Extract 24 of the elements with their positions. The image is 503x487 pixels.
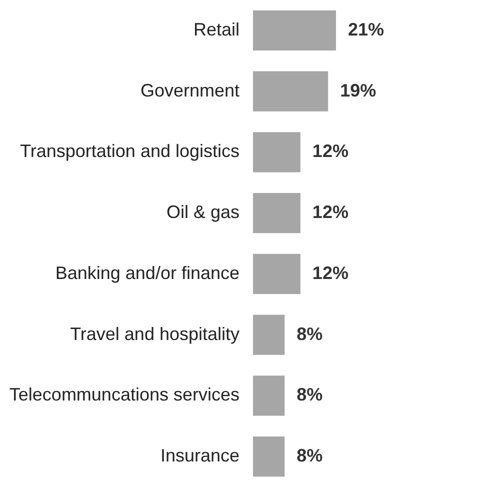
data-label: 8% — [296, 446, 323, 466]
data-label: 8% — [296, 384, 323, 405]
data-label: 21% — [348, 19, 384, 40]
bar — [253, 314, 285, 355]
bar — [253, 192, 300, 234]
bar — [253, 71, 328, 112]
y-tick-label: Banking and/or finance — [55, 262, 240, 283]
bar — [253, 376, 285, 416]
y-tick-label: Government — [140, 80, 240, 100]
bar — [253, 132, 300, 172]
y-tick-label: Oil & gas — [166, 202, 240, 222]
y-tick-label: Telecommuncations services — [9, 384, 240, 405]
bar — [253, 254, 300, 294]
y-tick-label: Travel and hospitality — [70, 324, 240, 344]
data-label: 19% — [340, 80, 376, 100]
y-tick-label: Insurance — [160, 446, 240, 466]
bar — [253, 436, 285, 477]
y-tick-label: Transportation and logistics — [20, 141, 240, 162]
data-label: 12% — [312, 262, 348, 283]
data-label: 8% — [296, 324, 323, 344]
y-tick-label: Retail — [193, 19, 240, 40]
data-label: 12% — [312, 141, 348, 162]
bar — [253, 10, 336, 51]
data-label: 12% — [312, 202, 348, 222]
